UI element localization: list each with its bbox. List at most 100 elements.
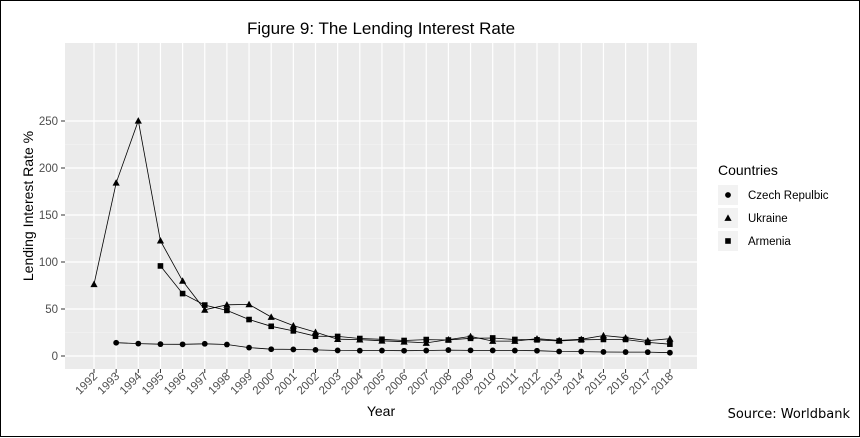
data-point xyxy=(201,302,208,308)
source-note: Source: Worldbank xyxy=(728,407,851,422)
legend-marker xyxy=(725,238,731,244)
data-point xyxy=(489,335,496,341)
x-tick-label: 1993 xyxy=(96,371,123,398)
data-point xyxy=(357,335,363,342)
x-tick-label: 1997 xyxy=(184,371,211,398)
data-point xyxy=(667,349,673,356)
data-point xyxy=(511,347,518,354)
data-point xyxy=(356,347,363,354)
data-point xyxy=(157,263,164,269)
x-tick-label: 1995 xyxy=(140,371,167,398)
legend-title: Countries xyxy=(718,162,778,178)
data-point xyxy=(445,347,452,353)
data-point xyxy=(600,349,607,355)
data-point xyxy=(246,316,252,323)
data-point xyxy=(90,280,98,288)
x-tick-label: 2017 xyxy=(627,371,654,398)
legend: Countries Czech Repulbic Ukraine Armenia xyxy=(718,162,829,251)
data-point xyxy=(445,337,452,343)
y-tick-label: 100 xyxy=(39,257,58,269)
data-point xyxy=(113,339,120,346)
data-point xyxy=(467,347,474,354)
x-tick-label: 1994 xyxy=(118,370,145,397)
x-tick-label: 2012 xyxy=(517,371,544,398)
x-tick-label: 2006 xyxy=(384,371,411,398)
data-point xyxy=(334,347,341,354)
data-point xyxy=(578,348,585,355)
x-tick-label: 1992 xyxy=(74,371,101,398)
data-point xyxy=(312,346,319,353)
data-point xyxy=(644,339,651,346)
y-tick-label: 200 xyxy=(39,163,58,175)
x-tick-label: 2008 xyxy=(428,371,455,398)
x-tick-label: 2007 xyxy=(406,371,433,398)
data-point xyxy=(534,347,540,354)
data-point xyxy=(423,347,430,354)
data-point xyxy=(622,336,629,343)
x-tick-label: 1996 xyxy=(162,371,189,398)
x-tick-label: 2005 xyxy=(361,371,388,398)
data-point xyxy=(422,339,430,346)
data-point xyxy=(423,336,430,343)
data-point xyxy=(556,348,563,355)
x-tick-label: 1999 xyxy=(229,371,256,398)
legend-items: Czech Repulbic Ukraine Armenia xyxy=(718,185,829,251)
x-tick-label: 2004 xyxy=(339,370,366,397)
data-point xyxy=(667,341,673,347)
data-point xyxy=(268,346,275,353)
data-point xyxy=(289,322,297,329)
y-tick-label: 250 xyxy=(39,116,58,128)
data-point xyxy=(112,179,120,186)
x-tick-label: 2000 xyxy=(251,371,278,398)
data-point xyxy=(267,313,275,320)
x-tick-label: 2002 xyxy=(295,371,322,398)
data-point xyxy=(156,237,165,244)
x-tick-label: 2014 xyxy=(561,370,588,397)
data-point xyxy=(224,307,230,314)
legend-label: Czech Repulbic xyxy=(748,190,829,202)
data-point xyxy=(268,323,274,330)
data-point xyxy=(600,336,607,343)
data-point xyxy=(401,347,407,354)
data-point xyxy=(379,336,385,343)
data-point xyxy=(512,336,518,343)
data-point xyxy=(556,338,562,344)
data-point xyxy=(312,333,319,339)
data-point xyxy=(401,337,407,344)
data-point xyxy=(223,301,231,308)
data-point xyxy=(246,344,252,351)
data-point xyxy=(201,340,208,347)
y-tick-label: 0 xyxy=(52,351,58,363)
data-point xyxy=(179,290,186,297)
data-point xyxy=(379,347,385,354)
series-czech-repulbic xyxy=(113,339,673,356)
data-point xyxy=(578,337,585,343)
legend-marker xyxy=(724,214,732,221)
x-tick-label: 2018 xyxy=(649,371,676,398)
data-point xyxy=(135,340,142,347)
plot-background xyxy=(65,43,697,369)
data-point xyxy=(290,328,297,334)
x-tick-label: 1998 xyxy=(206,371,233,398)
data-point xyxy=(666,335,674,342)
data-point xyxy=(644,349,651,356)
series-armenia xyxy=(157,263,673,347)
data-point xyxy=(622,349,629,355)
chart-title: Figure 9: The Lending Interest Rate xyxy=(247,19,515,38)
legend-label: Ukraine xyxy=(748,213,788,225)
x-axis-title: Year xyxy=(367,403,396,419)
x-tick-label: 2009 xyxy=(450,371,477,398)
data-point xyxy=(245,300,253,308)
data-point xyxy=(334,333,341,340)
x-tick-label: 2010 xyxy=(472,371,499,398)
y-tick-label: 50 xyxy=(45,304,58,316)
data-point xyxy=(290,346,297,353)
y-axis-title: Lending Interest Rate % xyxy=(20,131,36,281)
x-tick-label: 2011 xyxy=(495,371,521,397)
y-tick-label: 150 xyxy=(39,210,58,222)
x-tick-label: 2003 xyxy=(317,371,344,398)
data-point xyxy=(489,347,496,354)
data-point xyxy=(179,341,186,348)
x-tick-label: 2015 xyxy=(583,371,610,398)
